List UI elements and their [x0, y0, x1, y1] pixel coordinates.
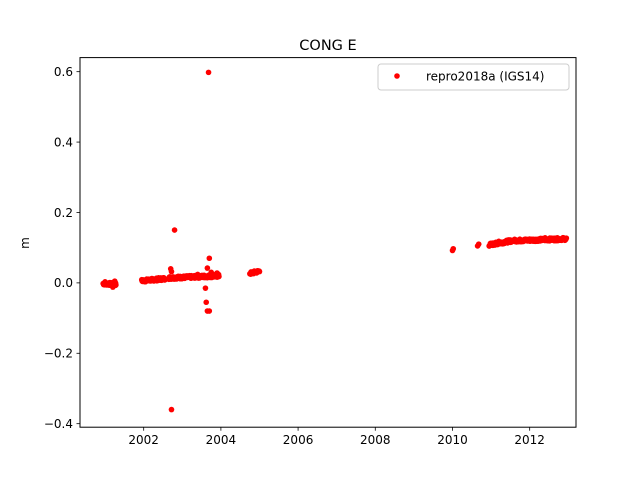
legend: repro2018a (IGS14): [377, 63, 570, 91]
x-axis: 2002 2004 2006 2008 2010 2012: [128, 427, 545, 447]
data-point: [110, 284, 116, 290]
legend-label: repro2018a (IGS14): [426, 70, 544, 84]
y-tick-label: 0.6: [54, 65, 73, 79]
data-point: [496, 238, 502, 245]
x-tick-label: 2008: [360, 433, 391, 447]
plot-frame: [79, 57, 577, 428]
y-tick-label: 0.2: [54, 206, 73, 220]
data-point: [206, 255, 213, 262]
x-tick-label: 2002: [128, 433, 159, 447]
y-tick-label: 0.0: [54, 276, 73, 290]
data-point: [450, 245, 457, 252]
data-point: [475, 241, 482, 247]
data-point: [102, 279, 108, 285]
y-tick-label: −0.2: [44, 347, 73, 361]
data-points: [100, 69, 570, 413]
y-axis: −0.4 −0.2 0.0 0.2 0.4 0.6: [44, 65, 80, 431]
data-point: [168, 268, 175, 275]
x-tick-label: 2010: [437, 433, 468, 447]
data-point: [168, 406, 175, 413]
y-tick-label: 0.4: [54, 135, 73, 149]
data-point: [204, 265, 211, 271]
data-point: [202, 285, 209, 291]
data-point: [214, 270, 220, 276]
data-point: [194, 271, 201, 278]
plot-area: 2002 2004 2006 2008 2010 2012 −0.4 −0.2 0.0 0.2 0…: [44, 57, 577, 447]
legend-marker: [394, 73, 400, 79]
data-point: [171, 227, 178, 233]
y-axis-label: m: [18, 237, 32, 249]
data-point: [208, 269, 215, 276]
legend-box: [377, 63, 570, 91]
x-tick-label: 2004: [206, 433, 237, 447]
data-point: [203, 299, 210, 306]
x-tick-label: 2012: [514, 433, 545, 447]
data-point: [256, 268, 263, 275]
data-point: [542, 235, 548, 241]
chart-title: CONG E: [299, 38, 356, 54]
x-tick-label: 2006: [283, 433, 314, 447]
y-tick-label: −0.4: [44, 417, 73, 431]
data-point: [111, 278, 118, 284]
data-point: [205, 69, 212, 76]
data-point: [206, 308, 213, 314]
data-point: [563, 235, 570, 241]
